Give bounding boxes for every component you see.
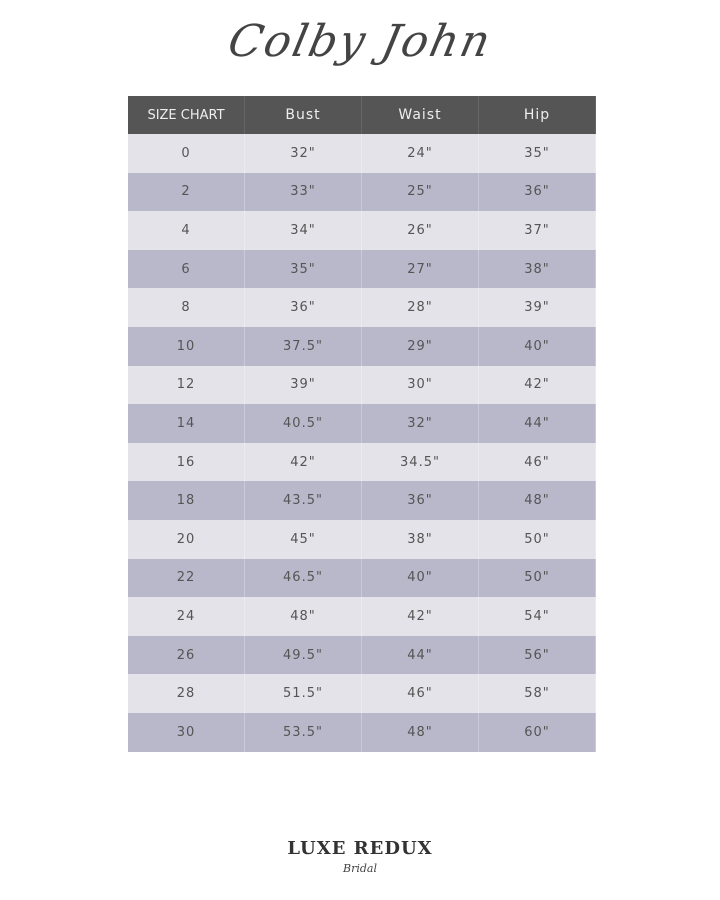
cell-size: 26 [128,635,245,675]
table-row: 16 42" 34.5" 46" [128,442,596,482]
table-row: 2 33" 25" 36" [128,172,596,212]
cell-size: 4 [128,211,245,250]
cell-bust: 43.5" [244,481,362,520]
cell-hip: 44" [478,404,596,443]
cell-size: 20 [128,519,245,559]
cell-hip: 42" [478,365,596,405]
cell-size: 0 [128,134,245,173]
cell-bust: 45" [244,519,362,559]
table-row: 24 48" 42" 54" [128,597,596,636]
cell-size: 8 [128,288,245,327]
cell-waist: 38" [361,519,479,559]
table-row: 28 51.5" 46" 58" [128,674,596,713]
size-chart-table: SIZE CHART Bust Waist Hip 0 32" 24" 35" 2 33"… [128,96,596,752]
table-row: 26 49.5" 44" 56" [128,635,596,675]
cell-size: 22 [128,558,245,598]
cell-size: 18 [128,481,245,520]
cell-waist: 34.5" [361,442,479,482]
cell-size: 16 [128,442,245,482]
cell-size: 14 [128,404,245,443]
logo-main: LUXE REDUX [287,838,433,859]
cell-bust: 40.5" [244,404,362,443]
cell-waist: 32" [361,404,479,443]
table-row: 6 35" 27" 38" [128,249,596,289]
table-row: 20 45" 38" 50" [128,519,596,559]
cell-bust: 39" [244,365,362,405]
cell-bust: 34" [244,211,362,250]
table-row: 0 32" 24" 35" [128,134,596,173]
cell-bust: 49.5" [244,635,362,675]
cell-waist: 27" [361,249,479,289]
header-bust: Bust [244,96,362,134]
table-row: 14 40.5" 32" 44" [128,404,596,443]
cell-hip: 54" [478,597,596,636]
table-row: 30 53.5" 48" 60" [128,712,596,752]
header-waist: Waist [361,96,479,134]
cell-bust: 35" [244,249,362,289]
cell-hip: 48" [478,481,596,520]
table-row: 22 46.5" 40" 50" [128,558,596,598]
cell-size: 2 [128,172,245,212]
logo-sub: Bridal [343,862,377,875]
brand-title: Colby John [223,16,497,67]
cell-hip: 60" [478,712,596,752]
table-row: 8 36" 28" 39" [128,288,596,327]
cell-size: 10 [128,326,245,366]
cell-hip: 50" [478,558,596,598]
cell-bust: 42" [244,442,362,482]
cell-waist: 29" [361,326,479,366]
cell-bust: 36" [244,288,362,327]
cell-bust: 51.5" [244,674,362,713]
cell-waist: 30" [361,365,479,405]
cell-size: 28 [128,674,245,713]
cell-waist: 42" [361,597,479,636]
cell-size: 24 [128,597,245,636]
cell-hip: 36" [478,172,596,212]
cell-bust: 37.5" [244,326,362,366]
cell-hip: 40" [478,326,596,366]
table-row: 4 34" 26" 37" [128,211,596,250]
cell-bust: 46.5" [244,558,362,598]
cell-size: 30 [128,712,245,752]
table-row: 18 43.5" 36" 48" [128,481,596,520]
cell-hip: 35" [478,134,596,173]
cell-hip: 39" [478,288,596,327]
cell-hip: 37" [478,211,596,250]
header-size: SIZE CHART [128,96,245,134]
cell-size: 6 [128,249,245,289]
header-hip: Hip [478,96,596,134]
table-row: 12 39" 30" 42" [128,365,596,405]
cell-waist: 46" [361,674,479,713]
cell-hip: 38" [478,249,596,289]
cell-bust: 53.5" [244,712,362,752]
luxe-redux-logo: LUXE REDUX Bridal [0,838,720,876]
cell-bust: 33" [244,172,362,212]
table-header-row: SIZE CHART Bust Waist Hip [128,96,596,134]
cell-bust: 32" [244,134,362,173]
cell-waist: 44" [361,635,479,675]
cell-waist: 36" [361,481,479,520]
cell-hip: 56" [478,635,596,675]
cell-waist: 40" [361,558,479,598]
cell-hip: 46" [478,442,596,482]
table-row: 10 37.5" 29" 40" [128,326,596,366]
cell-waist: 48" [361,712,479,752]
cell-hip: 58" [478,674,596,713]
cell-waist: 28" [361,288,479,327]
cell-hip: 50" [478,519,596,559]
cell-size: 12 [128,365,245,405]
cell-waist: 24" [361,134,479,173]
cell-bust: 48" [244,597,362,636]
cell-waist: 26" [361,211,479,250]
cell-waist: 25" [361,172,479,212]
